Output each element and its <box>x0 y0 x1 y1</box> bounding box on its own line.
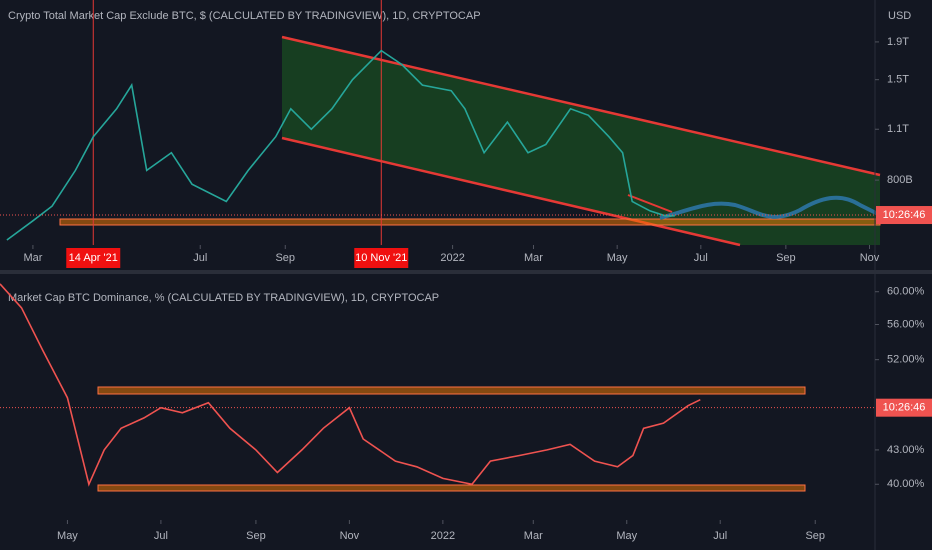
x-tick-label: 2022 <box>431 530 455 542</box>
x-tick-label: Jul <box>193 252 207 264</box>
marker-label-bg <box>354 248 409 268</box>
x-tick-label: May <box>607 252 628 264</box>
y-tick-label: 52.00% <box>887 354 925 366</box>
marker-label: 14 Apr '21 <box>69 252 118 264</box>
price-line <box>0 283 701 487</box>
x-tick-label: Nov <box>860 252 880 264</box>
x-tick-label: 2022 <box>440 252 464 264</box>
x-tick-label: Nov <box>340 530 360 542</box>
support-zone <box>59 218 881 226</box>
x-tick-label: Jul <box>154 530 168 542</box>
forecast-wave <box>659 195 881 220</box>
x-tick-label: Jul <box>713 530 727 542</box>
y-tick-label: 56.00% <box>887 318 925 330</box>
x-tick-label: Mar <box>524 252 543 264</box>
wedge-line <box>627 194 673 213</box>
x-tick-label: Mar <box>524 530 543 542</box>
y-tick-label: 43.00% <box>887 444 925 456</box>
y-tick-label: 800B <box>887 174 913 186</box>
chart-title: Market Cap BTC Dominance, % (CALCULATED … <box>8 292 439 304</box>
channel-fill <box>282 37 880 245</box>
y-tick-label: 1.1T <box>887 123 909 135</box>
axis-unit: USD <box>888 10 911 22</box>
marker-label: 10 Nov '21 <box>355 252 407 264</box>
y-tick-label: 40.00% <box>887 478 925 490</box>
y-tick-label: 1.5T <box>887 74 909 86</box>
last-price-box <box>876 398 932 417</box>
chart-title: Crypto Total Market Cap Exclude BTC, $ (… <box>8 10 481 22</box>
x-tick-label: May <box>616 530 637 542</box>
x-tick-label: May <box>57 530 78 542</box>
y-tick-label: 1.9T <box>887 36 909 48</box>
last-price-label: 10:26:46 <box>883 402 926 414</box>
x-tick-label: Sep <box>275 252 295 264</box>
marker-label-bg <box>66 248 121 268</box>
support-zone <box>97 484 806 492</box>
x-tick-label: Jul <box>694 252 708 264</box>
price-line <box>6 49 675 241</box>
x-tick-label: Sep <box>805 530 825 542</box>
resistance-zone <box>97 386 806 395</box>
last-price-box <box>876 206 932 225</box>
x-tick-label: Sep <box>246 530 266 542</box>
last-price-label: 10:26:46 <box>883 209 926 221</box>
y-tick-label: 60.00% <box>887 286 925 298</box>
channel-lower <box>281 136 741 247</box>
x-tick-label: Sep <box>776 252 796 264</box>
x-tick-label: Mar <box>23 252 42 264</box>
